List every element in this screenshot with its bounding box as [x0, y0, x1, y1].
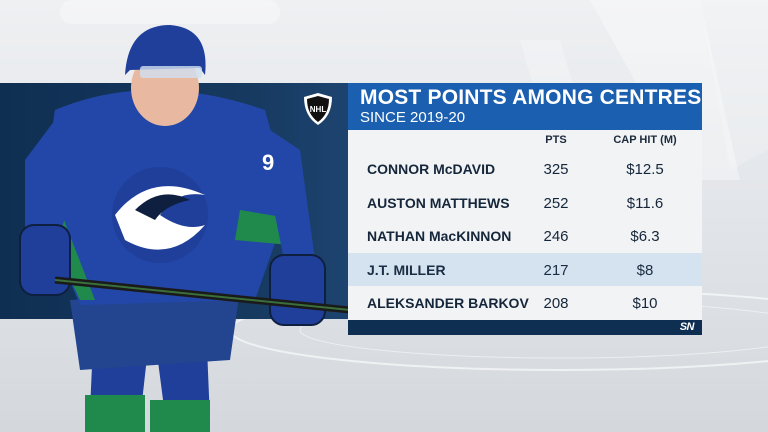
- header-points: PTS: [545, 134, 567, 146]
- player-rows: CONNOR McDAVID 325 $12.5 AUSTON MATTHEWS…: [348, 152, 702, 320]
- player-cap-hit: $8: [636, 261, 654, 279]
- jersey-number: 9: [262, 150, 274, 175]
- board-subtitle: SINCE 2019-20: [360, 109, 466, 126]
- player-points: 325: [543, 161, 569, 178]
- player-cap-hit: $12.5: [626, 161, 664, 178]
- table-row: ALEKSANDER BARKOV 208 $10: [348, 286, 702, 320]
- player-cap-hit: $6.3: [630, 228, 660, 246]
- column-header-row: PTS CAP HIT (M): [348, 130, 702, 152]
- player-name: NATHAN MacKINNON: [367, 228, 512, 245]
- player-points: 217: [543, 261, 569, 279]
- player-name: ALEKSANDER BARKOV: [367, 295, 529, 312]
- board-footer: SN: [348, 320, 702, 335]
- player-name: AUSTON MATTHEWS: [367, 194, 510, 211]
- sportsnet-logo-icon: SN: [679, 321, 695, 333]
- player-name: J.T. MILLER: [367, 261, 446, 278]
- title-box: MOST POINTS AMONG CENTRES SINCE 2019-20: [348, 83, 702, 130]
- player-cap-hit: $10: [632, 295, 658, 313]
- table-row-highlighted: J.T. MILLER 217 $8: [348, 252, 702, 287]
- stats-board: MOST POINTS AMONG CENTRES SINCE 2019-20 …: [348, 83, 702, 335]
- player-points: 246: [543, 228, 569, 246]
- header-cap-hit: CAP HIT (M): [613, 134, 677, 146]
- table-row: CONNOR McDAVID 325 $12.5: [348, 152, 702, 186]
- table-row: AUSTON MATTHEWS 252 $11.6: [348, 185, 702, 220]
- player-name: CONNOR McDAVID: [367, 161, 496, 177]
- table-row: NATHAN MacKINNON 246 $6.3: [348, 219, 702, 253]
- player-points: 252: [543, 194, 569, 212]
- team-logo: [112, 167, 208, 263]
- player-cap-hit: $11.6: [626, 194, 664, 212]
- nhl-shield-icon: NHL: [304, 93, 332, 125]
- nhl-logo-text: NHL: [310, 105, 327, 114]
- player-points: 208: [543, 295, 569, 313]
- player-image: 9: [19, 25, 351, 432]
- board-title: MOST POINTS AMONG CENTRES: [360, 86, 702, 109]
